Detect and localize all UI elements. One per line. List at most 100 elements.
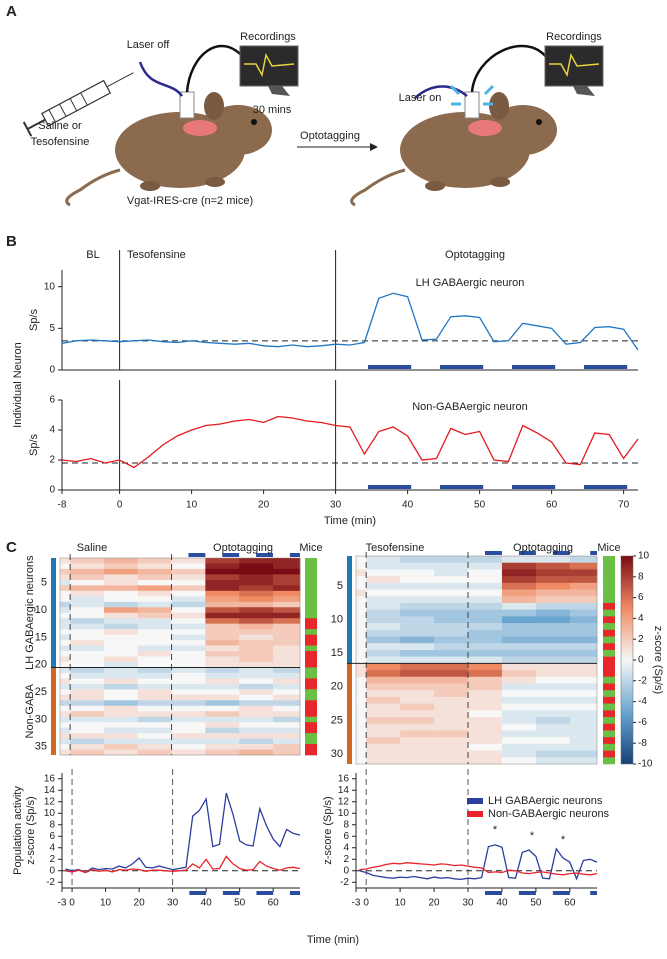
heatmap-cell (171, 607, 206, 614)
heatmap-cell (103, 558, 139, 564)
heatmap-cell (356, 569, 367, 577)
heatmap-frame (59, 557, 301, 756)
stim-bar (518, 551, 536, 555)
syringe (22, 72, 134, 137)
heatmap-cell (171, 629, 206, 635)
stim-bar (222, 553, 240, 557)
heatmap-cell (569, 562, 598, 570)
heatmap-cell (468, 717, 503, 725)
heatmap-cell (272, 711, 301, 717)
x-tick-label: 40 (402, 500, 414, 511)
heatmap-cell (535, 690, 571, 698)
mice-cell (305, 678, 317, 685)
heatmap-cell (366, 643, 401, 651)
heatmap-cell (137, 656, 172, 663)
heatmap-cell (137, 607, 172, 614)
heatmap-cell (70, 683, 105, 690)
heatmap-cell (468, 623, 503, 631)
heatmap-cell (70, 738, 105, 745)
y-tick-label: 25 (331, 714, 343, 726)
legend-swatch (467, 811, 483, 817)
heatmap-cell (356, 649, 367, 657)
heatmap-cell (137, 568, 172, 575)
heatmap-cell (356, 730, 367, 738)
heatmap-cell (366, 623, 401, 631)
heatmap-cell (137, 716, 172, 723)
heatmap-cell (60, 640, 71, 646)
heatmap-cell (501, 556, 537, 564)
heatmap-cell (468, 556, 503, 564)
heatmap-cell (205, 678, 240, 685)
heatmap-cell (272, 683, 301, 690)
heatmap-cell (468, 663, 503, 671)
mice-cell (603, 737, 615, 745)
heatmap-cell (434, 636, 469, 644)
heatmap-cell (137, 678, 172, 685)
heatmap-cell (60, 574, 71, 581)
heatmap-cell (171, 651, 206, 657)
heatmap-cell (60, 579, 71, 586)
heatmap-cell (356, 609, 367, 617)
stim-bar (552, 891, 570, 895)
heatmap-cell (239, 722, 274, 728)
heatmap-cell (501, 717, 537, 725)
y-tick-label: 15 (331, 647, 343, 659)
stim-bar (368, 485, 412, 489)
heatmap-cell (366, 556, 401, 564)
heatmap-cell (60, 634, 71, 641)
y-tick-label: 10 (338, 808, 350, 819)
heatmap-cell (569, 676, 598, 684)
stim-bar (189, 891, 207, 895)
heatmap-cell (70, 574, 105, 581)
heatmap-cell (239, 672, 274, 679)
heatmap-cell (103, 711, 139, 717)
heatmap-cell (535, 663, 571, 671)
stim-bar (440, 485, 484, 489)
heatmap-cell (468, 710, 503, 718)
y-axis-label: z-score (Sp/s) (322, 796, 334, 864)
heatmap-cell (535, 730, 571, 738)
heatmap-cell (535, 569, 571, 577)
heatmap-cell (70, 645, 105, 652)
colorbar-tick-label: 0 (638, 655, 644, 666)
colorbar-tick-label: -4 (638, 696, 647, 707)
mice-cell (305, 618, 317, 624)
heatmap-cell (137, 563, 172, 570)
heatmap-cell (468, 643, 503, 651)
heatmap-cell (60, 607, 71, 614)
heatmap-cell (103, 694, 139, 701)
stim-bar (368, 365, 412, 369)
x-tick-label: 20 (258, 500, 270, 511)
heatmap-cell (60, 700, 71, 707)
heatmap-cell (356, 670, 367, 678)
heatmap-cell (434, 656, 469, 664)
heatmap-cell (171, 722, 206, 728)
heatmap-cell (137, 749, 172, 756)
heatmap-cell (366, 676, 401, 684)
heatmap-cell (103, 667, 139, 674)
y-tick-label: 0 (49, 865, 55, 876)
heatmap-cell (171, 661, 206, 668)
heatmap-cell (569, 663, 598, 671)
heatmap-cell (501, 609, 537, 617)
heatmap-cell (569, 556, 598, 564)
data-line (65, 792, 301, 874)
heatmap-cell (171, 705, 206, 712)
x-tick-label: 10 (100, 898, 112, 909)
mice-cell (603, 623, 615, 631)
heatmap-cell (239, 579, 274, 586)
heatmap-cell (356, 717, 367, 725)
diagram-label: Vgat-IRES-cre (n=2 mice) (127, 195, 253, 207)
heatmap-cell (60, 689, 71, 696)
heatmap-cell (60, 711, 71, 717)
heatmap-cell (171, 711, 206, 717)
heatmap-cell (137, 618, 172, 624)
heatmap-cell (272, 744, 301, 750)
heatmap-cell (535, 629, 571, 637)
mice-cell (305, 623, 317, 630)
heatmap-cell (468, 750, 503, 758)
heatmap-cell (569, 723, 598, 731)
heatmap-cell (60, 738, 71, 745)
heatmap-cell (434, 629, 469, 637)
heatmap-cell (205, 667, 240, 674)
